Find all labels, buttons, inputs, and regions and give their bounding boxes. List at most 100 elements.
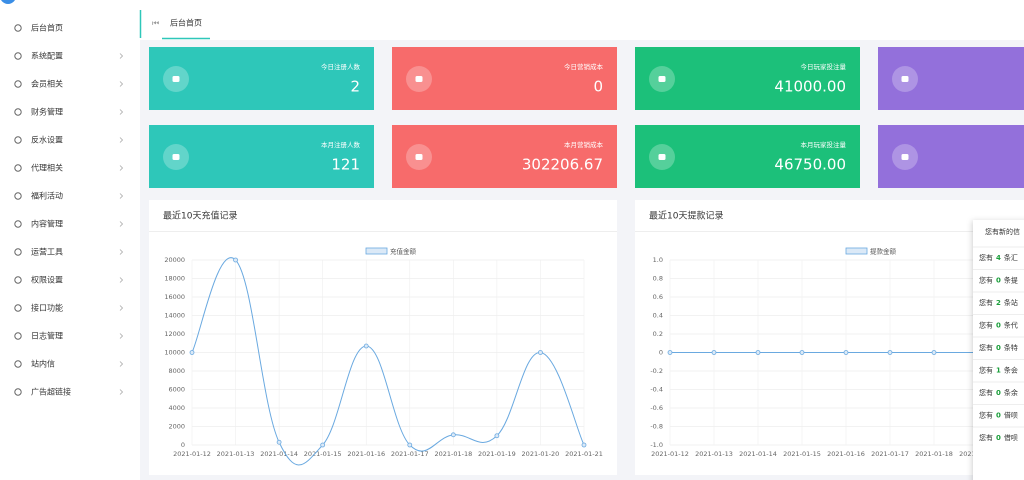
data-point[interactable] [276,439,282,445]
y-tick-label: -0.8 [650,423,663,431]
chart-panel: 最近10天提款记录 -1.0 -0.8 -0.6 -0.4 -0.2 0 0.2 0.4 0.6 0… [635,200,1024,475]
data-point[interactable] [887,350,893,355]
x-tick-label: 2021-01-12 [173,450,211,458]
sidebar-item[interactable]: 运营工具 [14,247,124,257]
data-point[interactable] [233,257,238,263]
menu-label[interactable]: 财务管理 [31,107,63,117]
menu-label[interactable]: 代理相关 [31,163,63,173]
data-point[interactable] [755,350,761,355]
data-point[interactable] [843,350,849,355]
menu-label[interactable]: 日志管理 [31,331,63,341]
notification-prefix: 您有 [979,253,993,262]
card-bg [149,125,374,188]
notification-suffix: 条特 [1004,343,1018,352]
menu-label[interactable]: 运营工具 [31,247,63,257]
card-label: 今日注册人数 [321,62,361,71]
notification-line[interactable]: 您有 0 条特 [979,343,1018,352]
x-tick-label: 2021-01-20 [522,450,560,458]
card-icon [172,154,180,160]
menu-label[interactable]: 接口功能 [31,303,63,313]
sidebar-item[interactable]: 接口功能 [14,303,124,313]
menu-label[interactable]: 内容管理 [31,219,63,229]
card-icon [172,76,180,82]
series-line [191,257,585,466]
sidebar-item[interactable]: 系统配置 [14,51,124,61]
y-tick-label: 0.4 [653,312,663,320]
data-point[interactable] [189,350,195,355]
menu-label[interactable]: 福利活动 [31,191,63,201]
y-tick-label: 0.2 [653,330,663,338]
notification-suffix: 条汇 [1004,253,1018,262]
menu-label[interactable]: 反水设置 [31,135,63,145]
y-tick-label: 0.8 [653,275,663,283]
sidebar-item[interactable]: 代理相关 [14,163,124,173]
menu-chevron [119,165,124,171]
sidebar-item[interactable]: 站内信 [14,359,124,369]
sidebar-item[interactable]: 内容管理 [14,219,124,229]
menu-chevron [119,137,124,143]
menu-label[interactable]: 会员相关 [31,79,63,89]
sidebar-item[interactable]: 日志管理 [14,331,124,341]
data-point[interactable] [931,350,937,355]
tab-bar [140,0,1024,40]
menu-label[interactable]: 站内信 [31,359,55,369]
card-label: 本月营销成本 [564,140,604,149]
chart-bg [149,200,617,475]
stat-card: 本月营销成本 302206.67 [392,125,617,188]
notification-line[interactable]: 您有 0 借呗 [979,411,1018,420]
menu-chevron [119,53,124,59]
menu-label[interactable]: 权限设置 [31,275,63,285]
tab-label[interactable]: 后台首页 [170,18,202,28]
notification-bg [973,220,1024,480]
data-point[interactable] [538,350,543,355]
menu-label[interactable]: 后台首页 [31,23,63,33]
x-tick-label: 2021-01-17 [391,450,429,458]
notification-line[interactable]: 您有 0 条代 [979,321,1018,330]
data-point[interactable] [799,350,805,355]
notification-line[interactable]: 您有 0 借呗 [979,433,1018,442]
y-tick-label: 0 [659,349,663,357]
menu-label[interactable]: 系统配置 [31,51,63,61]
y-tick-label: 18000 [164,275,185,283]
notification-prefix: 您有 [979,343,993,352]
sidebar-item[interactable]: 会员相关 [14,79,124,89]
sidebar-item[interactable]: 财务管理 [14,107,124,117]
sidebar-item[interactable]: 反水设置 [14,135,124,145]
tab-nav-icon[interactable]: ⏮ [152,19,159,28]
data-point[interactable] [320,442,326,448]
menu-chevron [119,81,124,87]
stat-card: 今日玩家投注量 41000.00 [635,47,860,110]
legend-label: 充值金额 [390,247,417,256]
menu-chevron [119,333,124,339]
data-point[interactable] [667,350,673,355]
data-point[interactable] [407,442,413,448]
sidebar-item[interactable]: 福利活动 [14,191,124,201]
notification-line[interactable]: 您有 0 条提 [979,276,1018,285]
menu-chevron [119,277,124,283]
x-tick-label: 2021-01-12 [651,450,689,458]
stat-card: 本月注册人数 121 [149,125,374,188]
y-tick-label: 2000 [168,423,185,431]
data-point[interactable] [450,432,456,438]
menu-icon [14,108,22,116]
sidebar-item[interactable]: 后台首页 [14,23,63,33]
notification-line[interactable]: 您有 0 条余 [979,388,1018,397]
notification-suffix: 条站 [1004,298,1018,307]
menu-label[interactable]: 广告超链接 [31,387,71,397]
notification-line[interactable]: 您有 2 条站 [979,298,1018,307]
sidebar-item[interactable]: 广告超链接 [14,387,124,397]
data-point[interactable] [711,350,717,355]
data-point[interactable] [494,433,500,439]
data-point[interactable] [581,442,587,448]
card-label: 本月注册人数 [321,140,361,149]
notification-line[interactable]: 您有 1 条会 [979,366,1018,375]
notification-line[interactable]: 您有 4 条汇 [979,253,1018,262]
menu-chevron [119,305,124,311]
menu-icon [14,136,22,144]
card-bg [149,47,374,110]
y-tick-label: 0.6 [653,293,663,301]
sidebar-item[interactable]: 权限设置 [14,275,124,285]
data-point[interactable] [363,343,369,349]
